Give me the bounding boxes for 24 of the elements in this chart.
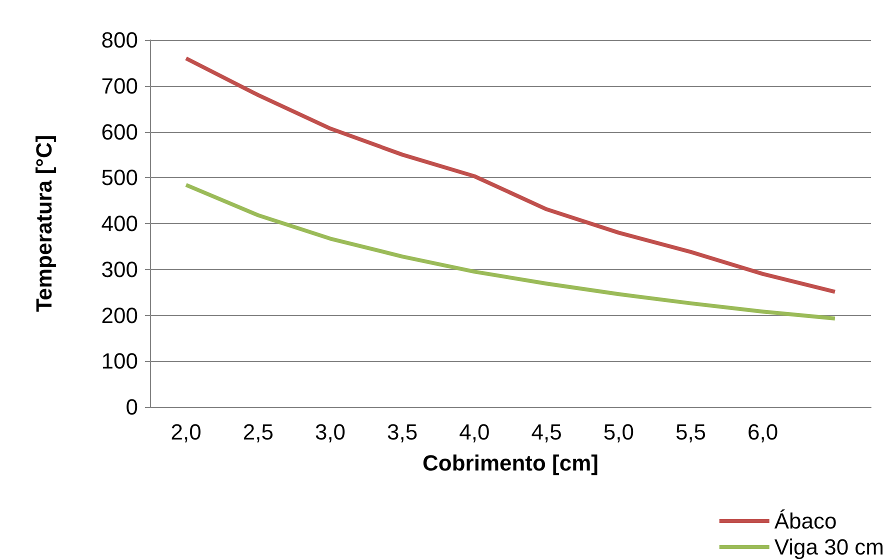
x-tick-label: 3,0 [314, 420, 346, 444]
y-tick-label: 800 [101, 28, 138, 52]
y-tick-label: 0 [126, 394, 138, 420]
x-tick-label: 2,0 [170, 420, 202, 444]
x-tick-label: 5,0 [603, 420, 634, 444]
x-tick-label: 6,0 [748, 420, 778, 444]
y-tick-label: 700 [101, 73, 138, 98]
legend-label: Ábaco [774, 508, 837, 534]
x-tick-label: 3,5 [387, 420, 418, 444]
y-tick-label: 300 [101, 256, 138, 282]
legend-label: Viga 30 cm [774, 534, 884, 559]
line-series [184, 182, 837, 320]
y-tick-label: 400 [101, 211, 138, 236]
y-tick-label: 200 [101, 302, 138, 328]
y-tick-label: 100 [101, 348, 138, 374]
x-tick-label: 4,0 [459, 420, 490, 444]
x-tick-label: 2,5 [242, 420, 274, 444]
y-axis-title: Temperatura [°C] [32, 134, 56, 312]
x-axis-title: Cobrimento [cm] [422, 450, 598, 476]
x-tick-label: 5,5 [675, 420, 706, 444]
x-tick-label: 4,5 [531, 420, 562, 444]
line-series [184, 56, 837, 294]
y-tick-label: 500 [101, 165, 138, 190]
y-tick-label: 600 [101, 119, 138, 144]
